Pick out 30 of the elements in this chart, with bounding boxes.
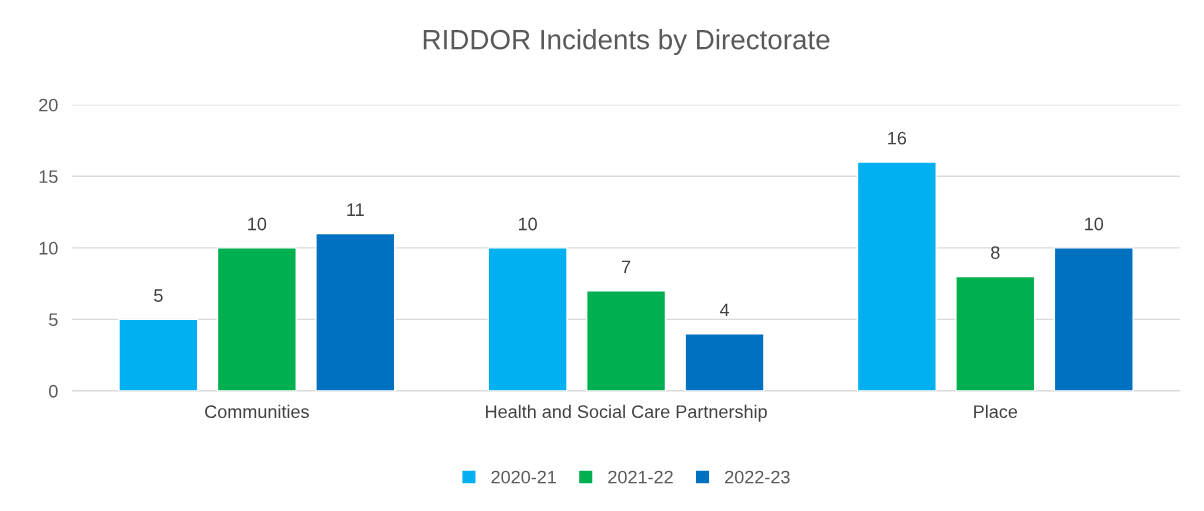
bar (684, 332, 765, 391)
bar (118, 318, 199, 391)
data-label: 10 (518, 217, 537, 231)
data-label: 7 (621, 260, 631, 274)
bar (1053, 247, 1134, 391)
bar (216, 247, 297, 391)
bar (315, 232, 396, 391)
y-tick-label: 5 (49, 313, 58, 327)
y-tick-label: 20 (39, 98, 58, 112)
x-tick-label: Communities (205, 404, 309, 419)
bar (586, 290, 667, 391)
y-tick-label: 0 (49, 384, 58, 398)
data-label: 16 (888, 131, 907, 145)
data-label: 11 (347, 203, 364, 216)
data-label: 10 (1085, 217, 1104, 231)
x-tick-label: Place (974, 404, 1018, 419)
data-label: 8 (991, 246, 1000, 259)
data-label: 10 (248, 217, 267, 231)
y-tick-label: 10 (39, 241, 58, 255)
chart-title: RIDDOR Incidents by Directorate (423, 29, 830, 55)
legend-label: 2022-23 (725, 470, 790, 484)
bar (856, 161, 937, 391)
data-label: 4 (719, 303, 730, 317)
data-label: 5 (154, 289, 163, 302)
bar (955, 275, 1036, 391)
bar (487, 247, 568, 391)
legend-label: 2020-21 (491, 470, 556, 484)
y-tick-label: 15 (39, 170, 58, 184)
x-tick-label: Health and Social Care Partnership (486, 404, 767, 422)
legend-label: 2021-22 (608, 470, 673, 484)
